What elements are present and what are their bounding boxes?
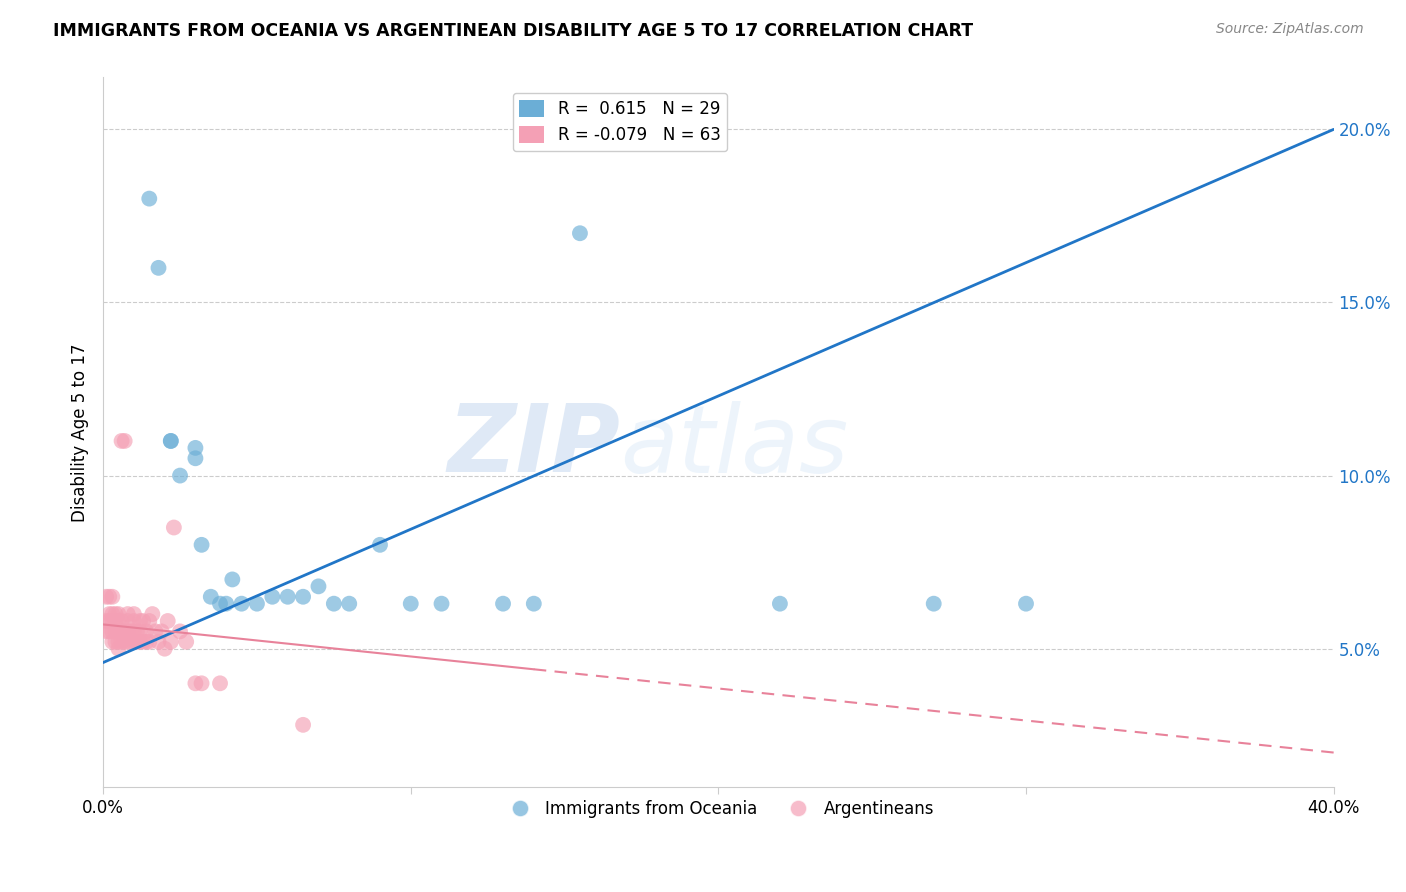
Point [337, 597, 360, 611]
Point [120, 634, 142, 648]
Point [190, 538, 212, 552]
Point [159, 434, 181, 448]
Point [169, 468, 191, 483]
Point [208, 676, 231, 690]
Point [135, 624, 157, 639]
Point [292, 718, 315, 732]
Point [110, 434, 132, 448]
Point [308, 579, 330, 593]
Point [138, 192, 160, 206]
Point [150, 624, 173, 639]
Point [292, 590, 315, 604]
Point [200, 590, 222, 604]
Point [114, 634, 136, 648]
Point [368, 538, 391, 552]
Point [184, 451, 207, 466]
Point [148, 634, 170, 648]
Point [122, 624, 145, 639]
Point [101, 624, 124, 639]
Point [246, 597, 269, 611]
Point [141, 607, 163, 621]
Point [104, 614, 127, 628]
Point [96, 614, 118, 628]
Point [101, 614, 124, 628]
Point [231, 597, 253, 611]
Point [215, 597, 238, 611]
Point [110, 624, 132, 639]
Point [221, 573, 243, 587]
Point [122, 634, 145, 648]
Point [138, 614, 160, 628]
Y-axis label: Disability Age 5 to 17: Disability Age 5 to 17 [72, 343, 89, 522]
Point [132, 634, 155, 648]
Point [98, 590, 121, 604]
Point [148, 260, 170, 275]
Point [110, 634, 132, 648]
Point [208, 597, 231, 611]
Point [145, 624, 167, 639]
Point [98, 614, 121, 628]
Point [101, 634, 124, 648]
Point [96, 590, 118, 604]
Point [769, 597, 792, 611]
Point [110, 614, 132, 628]
Point [107, 641, 129, 656]
Point [153, 641, 176, 656]
Point [138, 634, 160, 648]
Point [104, 607, 127, 621]
Point [163, 520, 186, 534]
Point [101, 590, 124, 604]
Point [159, 434, 181, 448]
Point [129, 614, 152, 628]
Point [107, 614, 129, 628]
Point [104, 624, 127, 639]
Point [277, 590, 299, 604]
Point [322, 597, 344, 611]
Point [98, 607, 121, 621]
Text: ZIP: ZIP [447, 401, 620, 492]
Point [568, 226, 591, 240]
Legend: Immigrants from Oceania, Argentineans: Immigrants from Oceania, Argentineans [496, 794, 941, 825]
Point [399, 597, 422, 611]
Point [169, 624, 191, 639]
Point [156, 614, 179, 628]
Point [184, 676, 207, 690]
Point [96, 624, 118, 639]
Point [135, 634, 157, 648]
Point [262, 590, 284, 604]
Text: atlas: atlas [620, 401, 848, 492]
Point [523, 597, 546, 611]
Point [492, 597, 515, 611]
Point [117, 607, 139, 621]
Point [922, 597, 945, 611]
Point [122, 614, 145, 628]
Point [98, 624, 121, 639]
Point [174, 634, 197, 648]
Point [122, 607, 145, 621]
Point [117, 624, 139, 639]
Point [107, 634, 129, 648]
Point [129, 624, 152, 639]
Point [117, 614, 139, 628]
Point [125, 634, 148, 648]
Point [114, 624, 136, 639]
Point [101, 607, 124, 621]
Text: IMMIGRANTS FROM OCEANIA VS ARGENTINEAN DISABILITY AGE 5 TO 17 CORRELATION CHART: IMMIGRANTS FROM OCEANIA VS ARGENTINEAN D… [53, 22, 973, 40]
Point [190, 676, 212, 690]
Point [159, 634, 181, 648]
Point [132, 614, 155, 628]
Point [129, 634, 152, 648]
Point [125, 624, 148, 639]
Point [114, 434, 136, 448]
Point [120, 624, 142, 639]
Text: Source: ZipAtlas.com: Source: ZipAtlas.com [1216, 22, 1364, 37]
Point [104, 634, 127, 648]
Point [1015, 597, 1038, 611]
Point [184, 441, 207, 455]
Point [117, 634, 139, 648]
Point [107, 607, 129, 621]
Point [107, 624, 129, 639]
Point [430, 597, 453, 611]
